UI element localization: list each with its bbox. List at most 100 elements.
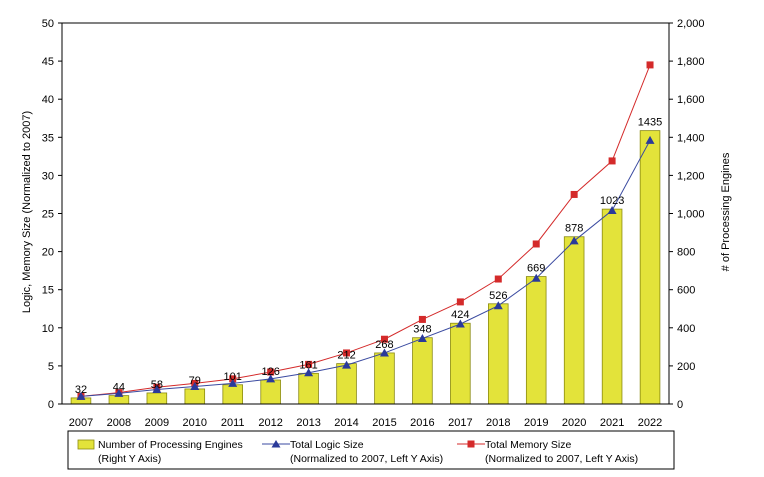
left-tick-label-45: 45 bbox=[42, 56, 54, 68]
right-y-axis-title: # of Processing Engines bbox=[720, 152, 732, 271]
bar-2014 bbox=[336, 363, 357, 405]
legend-note-engines: (Right Y Axis) bbox=[98, 453, 161, 465]
left-tick-label-30: 30 bbox=[42, 170, 54, 182]
bar-2009 bbox=[146, 392, 168, 405]
left-tick-label-20: 20 bbox=[42, 247, 54, 259]
legend-box bbox=[67, 430, 675, 470]
bar-label-2021: 1023 bbox=[600, 195, 624, 207]
x-tick-label-2020: 2020 bbox=[562, 417, 586, 429]
point-logic-2009 bbox=[152, 385, 162, 394]
bar-2017 bbox=[450, 322, 471, 405]
bar-2011 bbox=[222, 384, 243, 405]
bar-2010 bbox=[184, 388, 206, 405]
right-tick-label-0: 0 bbox=[677, 399, 683, 411]
point-logic-2007 bbox=[76, 391, 86, 400]
bars bbox=[70, 130, 661, 405]
legend: Number of Processing Engines (Right Y Ax… bbox=[67, 430, 675, 470]
right-tick-label-4: 800 bbox=[677, 247, 695, 259]
point-logic-2016 bbox=[417, 333, 427, 342]
bar-label-2016: 348 bbox=[413, 324, 431, 336]
legend-label-engines: Number of Processing Engines bbox=[98, 439, 243, 451]
point-memory-2018 bbox=[494, 275, 502, 283]
right-tick-label-9: 1,800 bbox=[677, 56, 705, 68]
point-logic-2014 bbox=[342, 360, 352, 369]
bar-2012 bbox=[260, 379, 281, 405]
x-tick-label-2009: 2009 bbox=[145, 417, 169, 429]
point-memory-2012 bbox=[267, 368, 275, 376]
left-tick-label-0: 0 bbox=[48, 399, 54, 411]
x-tick-label-2008: 2008 bbox=[107, 417, 131, 429]
legend-label-memory: Total Memory Size bbox=[485, 439, 572, 451]
point-memory-2020 bbox=[570, 190, 578, 198]
point-logic-2010 bbox=[190, 381, 200, 390]
bar-label-2014: 212 bbox=[337, 350, 355, 362]
bar-2020 bbox=[563, 236, 585, 405]
x-tick-label-2022: 2022 bbox=[638, 417, 662, 429]
x-tick-label-2010: 2010 bbox=[183, 417, 207, 429]
legend-note-memory: (Normalized to 2007, Left Y Axis) bbox=[485, 453, 638, 465]
point-logic-2008 bbox=[114, 388, 124, 397]
left-tick-label-35: 35 bbox=[42, 132, 54, 144]
point-logic-2013 bbox=[304, 368, 314, 377]
left-tick-label-25: 25 bbox=[42, 209, 54, 221]
bar-label-2018: 526 bbox=[489, 290, 507, 302]
legend-square-marker bbox=[467, 440, 475, 448]
point-memory-2021 bbox=[608, 157, 616, 165]
data-labels: 32 44 58 79 101 126 161 212 268 348 424 526 669 878 10… bbox=[75, 117, 662, 396]
point-memory-2022 bbox=[646, 61, 654, 69]
point-memory-2011 bbox=[229, 375, 237, 383]
left-tick-label-5: 5 bbox=[48, 361, 54, 373]
x-tick-label-2014: 2014 bbox=[334, 417, 358, 429]
right-tick-label-6: 1,200 bbox=[677, 170, 705, 182]
bar-label-2017: 424 bbox=[451, 309, 469, 321]
bar-2013 bbox=[298, 372, 319, 405]
point-memory-2014 bbox=[343, 349, 351, 357]
x-tick-label-2012: 2012 bbox=[258, 417, 282, 429]
left-tick-label-10: 10 bbox=[42, 323, 54, 335]
lines bbox=[76, 61, 655, 400]
point-logic-2012 bbox=[266, 374, 276, 383]
left-tick-label-15: 15 bbox=[42, 285, 54, 297]
bar-2016 bbox=[412, 337, 433, 405]
right-tick-label-5: 1,000 bbox=[677, 209, 705, 221]
bar-label-2012: 126 bbox=[261, 366, 279, 378]
right-tick-label-3: 600 bbox=[677, 285, 695, 297]
legend-note-logic: (Normalized to 2007, Left Y Axis) bbox=[290, 453, 443, 465]
right-tick-label-8: 1,600 bbox=[677, 94, 705, 106]
bar-label-2022: 1435 bbox=[638, 117, 662, 129]
bar-label-2020: 878 bbox=[565, 223, 583, 235]
left-tick-label-50: 50 bbox=[42, 18, 54, 30]
bar-2015 bbox=[374, 352, 395, 405]
bar-label-2008: 44 bbox=[113, 382, 125, 394]
bar-2018 bbox=[488, 303, 509, 405]
x-tick-label-2019: 2019 bbox=[524, 417, 548, 429]
legend-label-logic: Total Logic Size bbox=[290, 439, 364, 451]
right-tick-label-7: 1,400 bbox=[677, 132, 705, 144]
point-logic-2019 bbox=[531, 273, 541, 282]
point-logic-2017 bbox=[455, 319, 465, 328]
bar-2019 bbox=[525, 276, 547, 405]
legend-triangle-marker bbox=[271, 440, 281, 448]
point-memory-2015 bbox=[380, 335, 388, 343]
point-logic-2021 bbox=[607, 205, 617, 214]
left-tick-label-40: 40 bbox=[42, 94, 54, 106]
bar-2022 bbox=[639, 130, 661, 405]
x-tick-label-2011: 2011 bbox=[221, 417, 245, 429]
x-tick-label-2007: 2007 bbox=[69, 417, 93, 429]
right-tick-label-10: 2,000 bbox=[677, 18, 705, 30]
bar-label-2011: 101 bbox=[224, 371, 242, 383]
point-memory-2016 bbox=[418, 315, 426, 323]
bar-label-2015: 268 bbox=[375, 339, 393, 351]
x-tick-label-2018: 2018 bbox=[486, 417, 510, 429]
point-logic-2011 bbox=[228, 378, 238, 387]
x-tick-label-2016: 2016 bbox=[410, 417, 434, 429]
right-tick-label-2: 400 bbox=[677, 323, 695, 335]
bar-label-2007: 32 bbox=[75, 384, 87, 396]
point-logic-2018 bbox=[493, 301, 503, 310]
line-memory bbox=[80, 64, 651, 397]
point-logic-2022 bbox=[645, 135, 655, 144]
point-logic-2015 bbox=[379, 348, 389, 357]
bar-2021 bbox=[601, 208, 623, 405]
x-tick-label-2013: 2013 bbox=[296, 417, 320, 429]
